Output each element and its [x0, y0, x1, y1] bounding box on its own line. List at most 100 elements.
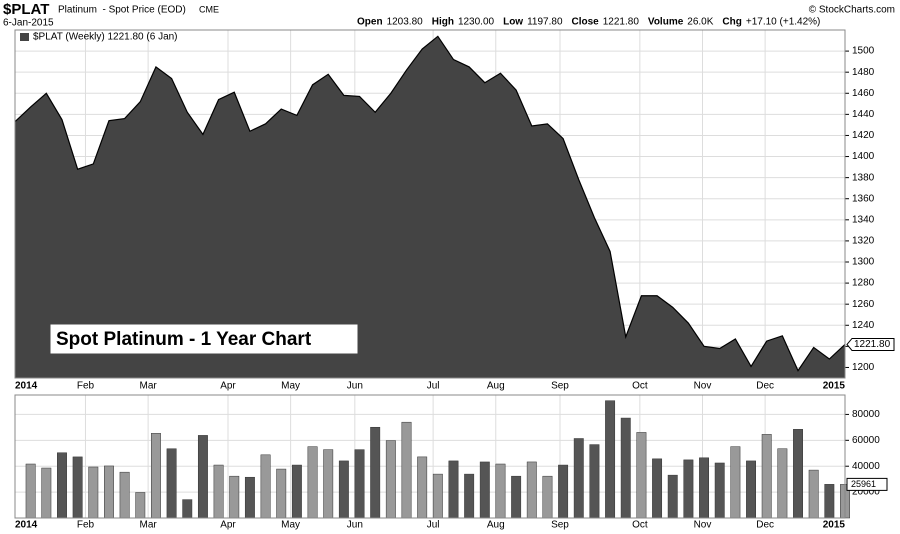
- x-tick-label: Nov: [694, 520, 712, 531]
- volume-bar: [135, 492, 146, 519]
- volume-bar: [714, 462, 725, 519]
- volume-bar: [479, 461, 490, 519]
- volume-bar: [495, 463, 506, 519]
- x-tick-label: Oct: [632, 520, 648, 531]
- volume-bar: [761, 434, 772, 519]
- volume-bar: [338, 460, 349, 519]
- x-tick-label: Aug: [487, 381, 505, 392]
- volume-bar: [526, 461, 537, 519]
- y-tick-label: 1360: [852, 193, 875, 204]
- volume-bar: [182, 499, 193, 519]
- y-tick-label: 1200: [852, 362, 875, 373]
- volume-bar: [323, 449, 334, 519]
- y-tick-label: 60000: [852, 435, 880, 446]
- x-tick-label: Aug: [487, 520, 505, 531]
- volume-bar: [605, 400, 616, 519]
- volume-frame: [14, 394, 846, 519]
- x-tick-label: 2015: [823, 381, 846, 392]
- stat-label: Low: [503, 17, 523, 28]
- last-value-tag: [846, 337, 895, 351]
- y-tick-label: 1300: [852, 257, 875, 268]
- y-tick-label: 1400: [852, 151, 875, 162]
- volume-bar: [104, 465, 114, 519]
- x-tick-label: Jul: [427, 381, 440, 392]
- last-value-label: 25961: [851, 479, 876, 489]
- stat-label: Close: [572, 17, 600, 28]
- volume-bar: [57, 452, 67, 519]
- volume-bar: [667, 474, 678, 519]
- volume-bar: [244, 476, 255, 519]
- x-tick-label: May: [281, 381, 300, 392]
- stat-label: Volume: [648, 17, 684, 28]
- volume-bar: [41, 467, 52, 519]
- volume-bar: [25, 463, 36, 519]
- volume-bar: [558, 464, 569, 519]
- y-tick-label: 1260: [852, 299, 875, 310]
- volume-bar: [808, 469, 819, 519]
- volume-bar: [620, 417, 631, 519]
- credit: © StockCharts.com: [809, 5, 895, 16]
- x-tick-label: Jun: [347, 520, 363, 531]
- last-value-label: 1221.80: [854, 339, 891, 350]
- x-tick-label: Sep: [551, 520, 569, 531]
- volume-bar: [448, 460, 459, 519]
- instrument-name: Platinum - Spot Price (EOD): [58, 5, 186, 16]
- volume-bar: [307, 446, 318, 519]
- volume-bar: [88, 466, 99, 519]
- stat-label: Chg: [722, 17, 741, 28]
- x-tick-label: Sep: [551, 381, 569, 392]
- volume-bar: [464, 473, 475, 519]
- volume-bar: [777, 448, 788, 519]
- volume-bar: [417, 456, 428, 519]
- y-tick-label: 20000: [852, 487, 880, 498]
- x-tick-label: May: [281, 520, 300, 531]
- x-tick-label: Nov: [694, 381, 712, 392]
- x-tick-label: 2014: [15, 381, 38, 392]
- y-tick-label: 1460: [852, 88, 875, 99]
- volume-bar: [72, 456, 83, 519]
- last-value-tag: [846, 477, 888, 491]
- stat-value: 1197.80: [527, 17, 563, 28]
- y-tick-label: 40000: [852, 461, 880, 472]
- y-tick-label: 1500: [852, 46, 875, 57]
- stat-value: 1203.80: [387, 17, 424, 28]
- stat-value: +17.10 (+1.42%): [746, 17, 821, 28]
- volume-bar: [793, 429, 803, 519]
- legend-swatch: [20, 33, 29, 41]
- x-tick-label: Jun: [347, 381, 363, 392]
- volume-bar: [401, 421, 412, 519]
- volume-bar: [291, 464, 302, 519]
- x-tick-label: Dec: [756, 381, 774, 392]
- symbol: $PLAT: [3, 1, 49, 18]
- price-frame: [14, 29, 846, 379]
- annotation: Spot Platinum - 1 Year Chart: [56, 329, 312, 350]
- volume-bar: [119, 471, 130, 519]
- x-tick-label: 2014: [15, 520, 38, 531]
- volume-bar: [276, 468, 287, 519]
- volume-bar: [385, 440, 396, 519]
- y-tick-label: 1420: [852, 130, 875, 141]
- volume-bar: [636, 432, 647, 519]
- volume-bar: [683, 459, 694, 519]
- x-tick-label: Mar: [139, 520, 157, 531]
- volume-bar: [542, 475, 553, 519]
- volume-bar: [511, 475, 522, 519]
- volume-bar: [699, 457, 710, 519]
- volume-bar: [652, 458, 663, 519]
- stat-label: High: [432, 17, 454, 28]
- volume-bar: [260, 454, 271, 519]
- volume-bar: [213, 464, 224, 519]
- x-tick-label: Feb: [77, 381, 95, 392]
- stat-value: 1221.80: [603, 17, 640, 28]
- volume-bar: [573, 438, 584, 519]
- volume-bar: [354, 449, 365, 519]
- y-tick-label: 80000: [852, 409, 880, 420]
- x-tick-label: Apr: [220, 381, 236, 392]
- volume-bar: [730, 446, 741, 519]
- stats: Open 1203.80 High 1230.00 Low 1197.80 Close 122…: [357, 17, 820, 28]
- price-area: [15, 36, 845, 379]
- volume-bar: [589, 444, 600, 519]
- date: 6-Jan-2015: [3, 18, 54, 29]
- volume-bar: [746, 460, 756, 519]
